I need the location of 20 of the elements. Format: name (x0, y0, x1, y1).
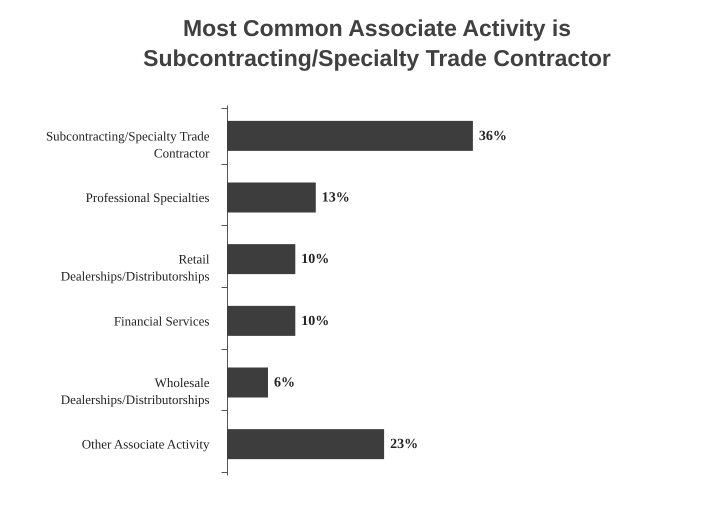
y-tick-label: Wholesale Dealerships/Distributorships (60, 375, 210, 407)
y-tick-label: Retail Dealerships/Distributorships (60, 252, 210, 284)
y-tick-label: Professional Specialties (86, 190, 210, 205)
bar (227, 244, 296, 274)
bar (227, 120, 473, 151)
text: Subcontracting/Specialty Trade Contractor (143, 45, 611, 71)
bar (227, 182, 316, 212)
y-tick-label: Other Associate Activity (82, 436, 210, 452)
y-tick-label: Financial Services (114, 313, 210, 328)
data-label: 23% (390, 437, 418, 452)
text: Most Common Associate Activity is (182, 15, 572, 41)
data-label: 36% (478, 128, 507, 144)
data-label: 13% (322, 190, 350, 206)
bar (227, 429, 384, 460)
data-label: 6% (274, 376, 295, 390)
data-label: 10% (301, 252, 330, 268)
bar (227, 368, 268, 398)
bar (227, 306, 296, 336)
data-label: 10% (301, 314, 330, 329)
y-tick-label: Subcontracting/Specialty Trade Contractor (46, 128, 210, 160)
